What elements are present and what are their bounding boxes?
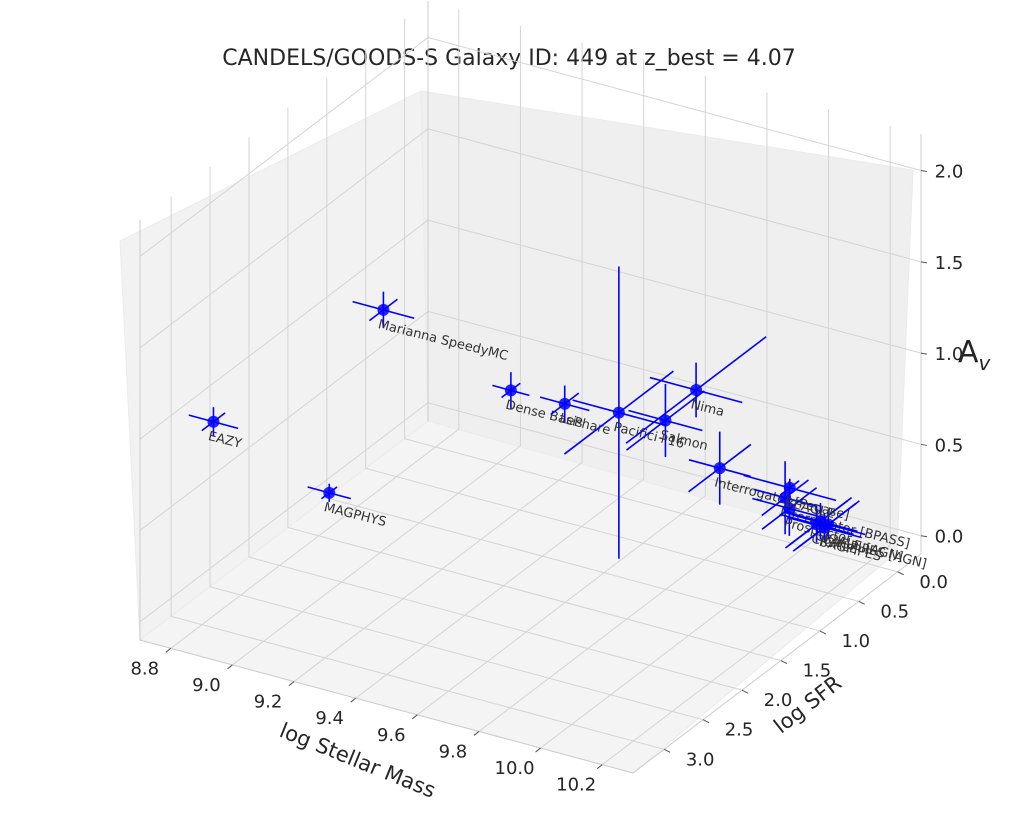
point-marker bbox=[779, 491, 792, 504]
z-tick-label: 1.0 bbox=[935, 344, 964, 365]
x-tick-mark bbox=[412, 714, 418, 720]
x-grid-line bbox=[601, 125, 891, 766]
point-marker bbox=[558, 397, 571, 410]
x-grid-line bbox=[293, 42, 583, 682]
z-tick-label: 0.5 bbox=[935, 435, 964, 456]
pane-edge bbox=[139, 639, 634, 774]
point-marker bbox=[690, 384, 703, 397]
x-axis-label: log Stellar Mass bbox=[276, 718, 439, 802]
point-marker bbox=[323, 486, 336, 499]
point-marker bbox=[783, 481, 796, 494]
x-tick-label: 10.2 bbox=[556, 775, 596, 796]
point-marker bbox=[207, 415, 220, 428]
y-tick-mark bbox=[897, 571, 904, 576]
y-grid-line bbox=[404, 18, 898, 573]
x-grid-line bbox=[170, 9, 460, 649]
y-tick-label: 2.0 bbox=[764, 690, 793, 711]
point-marker bbox=[612, 406, 625, 419]
y-tick-label: 2.5 bbox=[725, 720, 754, 741]
z-axis-label-main: A bbox=[958, 335, 979, 370]
z-tick-mark bbox=[920, 443, 928, 446]
z-tick-label: 0.0 bbox=[935, 527, 964, 548]
x-tick-mark bbox=[165, 647, 172, 653]
y-tick-label: 1.0 bbox=[841, 631, 870, 652]
axis-ticks: 8.8 9.0 9.2 9.4 9.6 9.8 10.0 10.2 0.0 0.5 1.0 1.5 2.… bbox=[130, 162, 963, 796]
x-tick-mark bbox=[535, 747, 541, 753]
y-tick-mark bbox=[858, 600, 865, 605]
x-tick-label: 9.2 bbox=[254, 692, 283, 713]
y-grid-line bbox=[170, 196, 665, 750]
x-tick-label: 9.4 bbox=[315, 708, 344, 729]
y-grid-line bbox=[365, 48, 859, 602]
y-tick-mark bbox=[819, 630, 827, 635]
y-tick-label: 1.5 bbox=[803, 661, 832, 682]
z-tick-label: 2.0 bbox=[935, 162, 964, 183]
x-tick-label: 9.6 bbox=[377, 725, 406, 746]
point-marker bbox=[713, 462, 726, 475]
x-grid-line bbox=[355, 59, 645, 699]
x-tick-mark bbox=[227, 664, 233, 670]
x-tick-mark bbox=[288, 681, 295, 686]
y-tick-mark bbox=[780, 660, 788, 664]
x-tick-label: 8.8 bbox=[130, 658, 159, 679]
pane-edge bbox=[632, 553, 922, 774]
x-tick-label: 10.0 bbox=[495, 758, 535, 779]
z-axis-label-sub: v bbox=[979, 351, 992, 375]
grid-lines bbox=[139, 9, 922, 766]
point-marker bbox=[377, 303, 390, 316]
z-tick-mark bbox=[920, 170, 928, 173]
y-grid-line bbox=[248, 137, 743, 691]
y-tick-mark bbox=[702, 719, 710, 724]
z-tick-mark bbox=[920, 261, 928, 264]
x-grid-line bbox=[417, 75, 706, 716]
y-tick-label: 3.0 bbox=[686, 749, 715, 770]
x-grid-line bbox=[232, 25, 521, 666]
y-tick-label: 0.5 bbox=[880, 601, 909, 622]
x-tick-mark bbox=[473, 731, 480, 736]
z-tick-label: 1.5 bbox=[935, 253, 964, 274]
pane-edges bbox=[139, 1, 922, 774]
point-marker bbox=[504, 384, 517, 397]
chart-title: CANDELS/GOODS-S Galaxy ID: 449 at z_best… bbox=[222, 46, 795, 71]
z-tick-mark bbox=[920, 535, 928, 538]
y-tick-label: 0.0 bbox=[919, 572, 948, 593]
y-grid-line bbox=[209, 166, 704, 721]
z-axis-label: Av bbox=[958, 335, 992, 375]
x-tick-mark bbox=[596, 764, 603, 770]
point-marker bbox=[822, 518, 835, 531]
x-tick-mark bbox=[350, 697, 356, 703]
y-tick-mark bbox=[741, 689, 749, 694]
y-grid-line bbox=[287, 107, 782, 662]
z-tick-mark bbox=[920, 352, 928, 355]
y-tick-mark bbox=[663, 748, 671, 753]
point-marker bbox=[659, 414, 672, 427]
x-tick-label: 9.8 bbox=[439, 741, 468, 762]
x-tick-label: 9.0 bbox=[192, 675, 221, 696]
